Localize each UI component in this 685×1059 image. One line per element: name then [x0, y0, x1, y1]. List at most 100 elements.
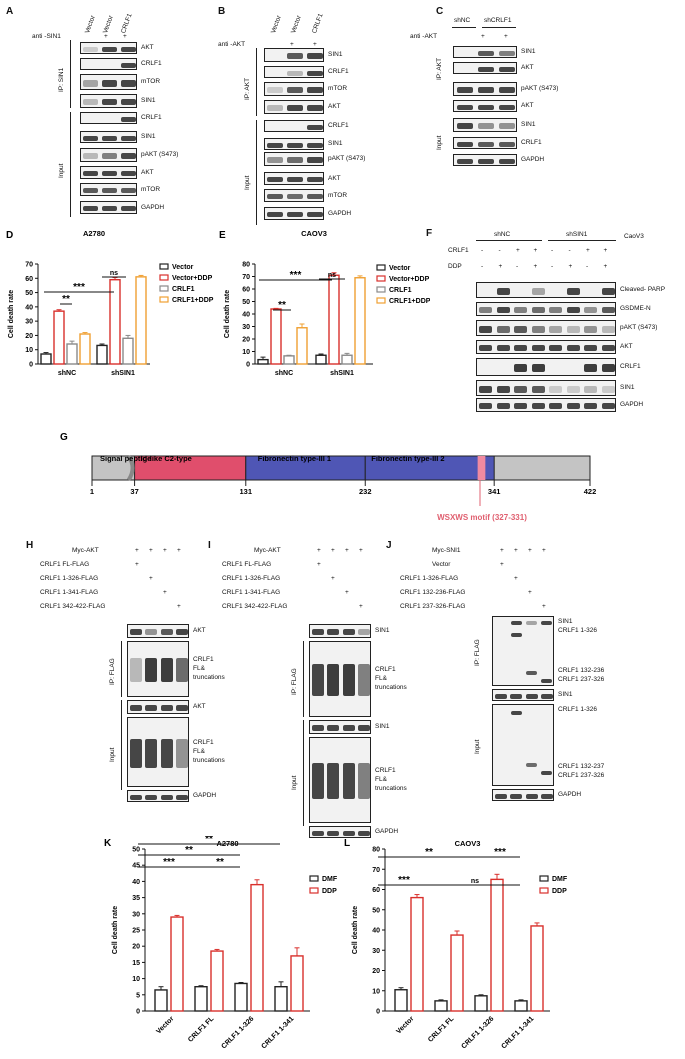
band-label: pAKT (S473) — [328, 155, 366, 162]
blot-strip — [127, 790, 189, 802]
panel-letter: F — [426, 228, 433, 239]
y-tick-label: 0 — [246, 362, 250, 369]
protein-band — [511, 711, 522, 715]
chart-title: CAOV3 — [301, 229, 327, 238]
blot-strip — [80, 183, 137, 196]
y-tick-label: 25 — [132, 928, 140, 935]
protein-band — [311, 763, 324, 799]
column-header: CRLF1 — [120, 12, 134, 35]
blot-strip — [476, 320, 616, 336]
bar — [109, 279, 121, 365]
band-label: mTOR — [328, 191, 348, 199]
column-header: Vector — [270, 14, 283, 35]
plus-mark: + — [163, 589, 167, 596]
position-label: 341 — [488, 487, 501, 496]
panel-letter: C — [436, 6, 444, 17]
protein-band — [541, 771, 552, 775]
bar — [410, 896, 424, 1012]
plus-mark: + — [135, 547, 139, 554]
protein-band — [514, 385, 528, 393]
y-tick-label: 0 — [376, 1009, 380, 1016]
legend-label: DMF — [552, 876, 568, 883]
band-label: CRLF1 — [193, 656, 214, 663]
bar — [66, 343, 78, 365]
blot-strip — [453, 82, 517, 96]
protein-band — [479, 325, 493, 333]
protein-band — [479, 307, 493, 313]
band-label: AKT — [141, 168, 154, 176]
blot-strip — [492, 789, 554, 801]
y-tick-label: 10 — [242, 349, 250, 356]
protein-band — [358, 725, 370, 731]
plus-mark: + — [481, 33, 485, 40]
protein-band — [499, 104, 516, 110]
band-label: truncations — [193, 757, 225, 764]
protein-band — [160, 705, 173, 711]
y-axis-label: Cell death rate — [224, 290, 231, 338]
blot-strip — [80, 131, 137, 143]
protein-band — [358, 664, 370, 696]
bar — [490, 878, 504, 1012]
protein-band — [601, 385, 615, 393]
legend-label: DMF — [322, 876, 338, 883]
bar — [257, 358, 269, 365]
position-label: 1 — [90, 487, 94, 496]
legend-swatch — [376, 275, 386, 282]
protein-band — [541, 679, 552, 683]
blot-strip — [453, 46, 517, 58]
blot-strip — [127, 641, 189, 697]
protein-band — [83, 99, 98, 105]
protein-band — [477, 141, 495, 147]
protein-band — [102, 206, 117, 211]
position-label: 422 — [584, 487, 597, 496]
protein-band — [327, 664, 340, 696]
protein-band — [584, 385, 598, 393]
significance-label: ** — [205, 836, 213, 845]
protein-band — [526, 671, 537, 675]
band-label: CRLF1 — [375, 666, 396, 673]
band-label: GAPDH — [620, 401, 644, 408]
blot-strip — [264, 189, 324, 202]
band-label: SIN1 — [141, 133, 156, 140]
chart-d: D A2780 0 10 20 30 40 50 60 70 Cell death rate shNC… — [6, 229, 214, 377]
plus-mark: + — [359, 547, 363, 554]
ip-label: IP: FLAG — [291, 668, 298, 695]
blot-strip — [80, 94, 137, 108]
protein-band — [287, 87, 303, 93]
plus-mark: + — [331, 575, 335, 582]
panel-letter: D — [6, 230, 13, 241]
position-label: 232 — [359, 487, 372, 496]
crlf1-mark: + — [516, 247, 520, 254]
ddp-mark: - — [481, 263, 484, 270]
panel-letter: H — [26, 540, 34, 551]
protein-band — [496, 307, 510, 313]
plus-mark: + — [104, 33, 108, 40]
x-tick-label: CRLF1 1-341 — [500, 1015, 535, 1050]
blot-strip — [453, 154, 517, 166]
protein-band — [287, 53, 303, 59]
condition-label: Myc-AKT — [254, 547, 281, 554]
band-label: SIN1 — [328, 140, 343, 147]
protein-band — [160, 658, 173, 682]
panel-letter: K — [104, 838, 112, 849]
band-label: SIN1 — [558, 618, 573, 625]
band-label: CRLF1 1-326 — [558, 706, 598, 713]
protein-band — [176, 794, 188, 800]
blot-strip — [80, 58, 137, 70]
protein-band — [102, 171, 117, 176]
band-label: mTOR — [328, 85, 348, 92]
protein-band — [358, 629, 370, 635]
ddp-label: DDP — [448, 263, 462, 270]
band-label: Cleaved- PARP — [620, 286, 666, 293]
bar — [122, 337, 134, 365]
condition-label: CRLF1 1-326-FLAG — [400, 575, 459, 582]
protein-band — [176, 738, 188, 768]
x-tick-label: shNC — [275, 370, 293, 377]
y-axis-label: Cell death rate — [352, 906, 359, 954]
protein-band — [287, 70, 303, 76]
legend-swatch — [159, 296, 169, 303]
domain-label: Ig-like C2-type — [141, 454, 192, 463]
protein-band — [160, 738, 173, 768]
protein-band — [267, 157, 283, 163]
band-label: CRLF1 — [328, 68, 349, 75]
